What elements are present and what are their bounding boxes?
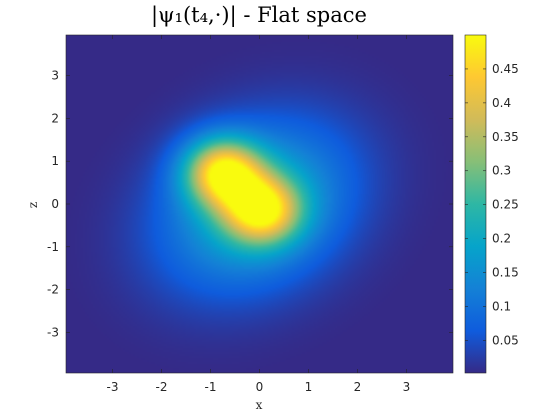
colorbar-tick-label: 0.05 — [492, 333, 519, 347]
y-tick-label: 1 — [51, 154, 59, 168]
heatmap-image — [66, 35, 453, 373]
colorbar-gradient — [464, 34, 487, 374]
x-tick-label: -1 — [205, 380, 217, 394]
colorbar-tick-label: 0.1 — [492, 299, 511, 313]
colorbar-tick-label: 0.45 — [492, 62, 519, 76]
x-tick-label: 0 — [256, 380, 264, 394]
y-axis-ticks: 3 2 1 0 -1 -2 -3 — [47, 69, 453, 339]
colorbar: 0.05 0.1 0.15 0.2 0.25 0.3 0.35 0.4 0.45 — [464, 34, 519, 374]
y-tick-label: -1 — [47, 240, 59, 254]
colorbar-tick-label: 0.25 — [492, 198, 519, 212]
colorbar-ticks: 0.05 0.1 0.15 0.2 0.25 0.3 0.35 0.4 0.45 — [465, 62, 519, 347]
chart-title: |ψ₁(t₄,·)| - Flat space — [151, 3, 367, 28]
colorbar-tick-label: 0.2 — [492, 232, 511, 246]
x-tick-label: -2 — [156, 380, 168, 394]
x-axis-label: x — [256, 398, 263, 412]
x-tick-label: 3 — [403, 380, 411, 394]
plot-area — [65, 34, 454, 374]
x-tick-label: 1 — [305, 380, 313, 394]
y-tick-label: -3 — [47, 325, 59, 339]
x-tick-label: -3 — [107, 380, 119, 394]
colorbar-tick-label: 0.4 — [492, 96, 511, 110]
colorbar-tick-label: 0.35 — [492, 130, 519, 144]
x-axis-ticks: -3 -2 -1 0 1 2 3 — [107, 35, 411, 394]
colorbar-tick-label: 0.15 — [492, 266, 519, 280]
y-tick-label: 0 — [51, 197, 59, 211]
y-tick-label: 2 — [51, 111, 59, 125]
x-tick-label: 2 — [354, 380, 362, 394]
colorbar-tick-label: 0.3 — [492, 164, 511, 178]
y-tick-label: -2 — [47, 283, 59, 297]
y-axis-label: z — [26, 202, 40, 208]
y-tick-label: 3 — [51, 69, 59, 83]
